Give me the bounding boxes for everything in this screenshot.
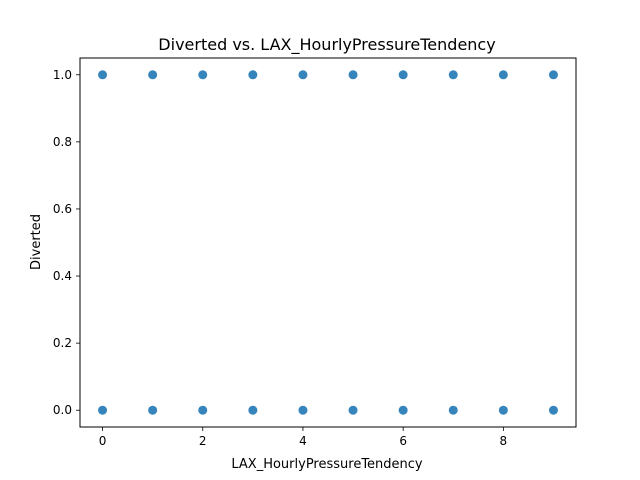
scatter-point <box>348 405 358 415</box>
y-tick-label: 0.0 <box>53 403 72 417</box>
y-axis-label: Diverted <box>29 214 44 270</box>
x-tick-label: 6 <box>399 434 407 448</box>
scatter-point <box>98 405 108 415</box>
x-tick-label: 4 <box>299 434 307 448</box>
scatter-point <box>398 70 408 80</box>
scatter-point <box>548 405 558 415</box>
scatter-point <box>248 405 258 415</box>
scatter-point <box>448 405 458 415</box>
chart-title: Diverted vs. LAX_HourlyPressureTendency <box>158 35 495 55</box>
scatter-point <box>148 405 158 415</box>
x-axis-label: LAX_HourlyPressureTendency <box>231 457 423 472</box>
y-tick-label: 1.0 <box>53 68 72 82</box>
scatter-point <box>198 405 208 415</box>
scatter-point <box>148 70 158 80</box>
scatter-point <box>298 405 308 415</box>
x-tick-label: 0 <box>99 434 107 448</box>
points-layer <box>98 70 558 415</box>
y-tick-label: 0.2 <box>53 336 72 350</box>
x-tick-label: 2 <box>199 434 207 448</box>
scatter-point <box>498 70 508 80</box>
x-tick-label: 8 <box>500 434 508 448</box>
plot-area-frame <box>79 57 577 428</box>
scatter-point <box>398 405 408 415</box>
x-axis: 0 2 4 6 8 <box>99 427 507 448</box>
y-tick-label: 0.6 <box>53 202 72 216</box>
y-axis: 0.0 0.2 0.4 0.6 0.8 1.0 <box>53 68 80 417</box>
scatter-point <box>548 70 558 80</box>
scatter-point <box>248 70 258 80</box>
scatter-point <box>98 70 108 80</box>
y-tick-label: 0.4 <box>53 269 72 283</box>
scatter-point <box>298 70 308 80</box>
y-tick-label: 0.8 <box>53 135 72 149</box>
scatter-point <box>448 70 458 80</box>
scatter-point <box>198 70 208 80</box>
scatter-point <box>348 70 358 80</box>
scatter-point <box>498 405 508 415</box>
